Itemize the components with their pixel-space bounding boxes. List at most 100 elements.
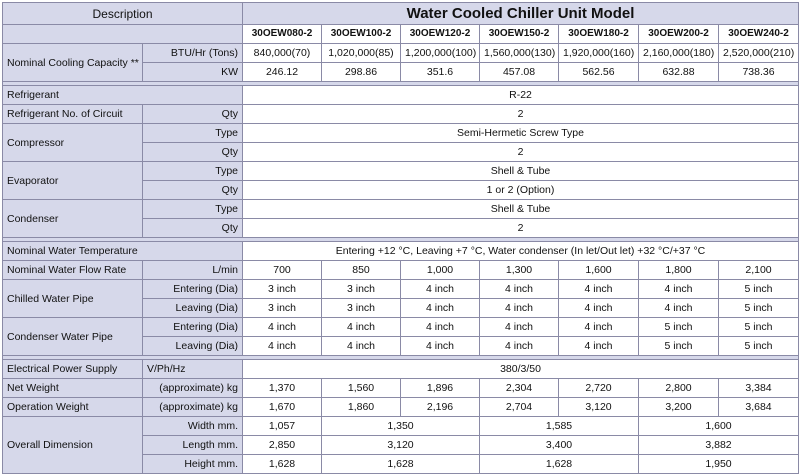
model-row: 30OEW080-2 30OEW100-2 30OEW120-2 30OEW15… — [2, 24, 799, 44]
table-row: Chilled Water Pipe Entering (Dia) 3 inch… — [2, 279, 799, 318]
table-cell: 246.12 — [242, 62, 322, 82]
table-row: Overall Dimension Width mm. 1,057 1,350 … — [2, 416, 799, 474]
table-cell: 1,860 — [321, 397, 401, 417]
row-unit: (approximate) kg — [142, 397, 243, 417]
table-cell: 1,628 — [242, 454, 322, 474]
table-cell: 1,896 — [400, 378, 480, 398]
refrigerant-label: Refrigerant — [2, 85, 243, 105]
table-cell: 1,057 — [242, 416, 322, 436]
table-cell: 5 inch — [638, 317, 719, 337]
table-cell: 3 inch — [242, 298, 322, 318]
dimension-label: Overall Dimension — [2, 416, 143, 474]
table-cell: 840,000(70) — [242, 43, 322, 63]
table-cell: 3 inch — [242, 279, 322, 299]
table-cell: 4 inch — [242, 317, 322, 337]
table-cell: 5 inch — [638, 336, 719, 356]
table-row: Height mm. 1,628 1,628 1,628 1,950 — [3, 454, 799, 474]
table-cell: 4 inch — [400, 336, 480, 356]
table-cell: 1,300 — [479, 260, 559, 280]
table-cell: 1,600 — [558, 260, 639, 280]
table-cell: 3,120 — [558, 397, 639, 417]
table-cell: 1,560,000(130) — [479, 43, 559, 63]
table-cell: 2,800 — [638, 378, 719, 398]
table-cell: 738.36 — [718, 62, 799, 82]
table-cell: 457.08 — [479, 62, 559, 82]
table-cell: 4 inch — [638, 298, 719, 318]
table-cell: 1,350 — [321, 416, 480, 436]
table-cell: 1,628 — [479, 454, 639, 474]
table-row: Qty 1 or 2 (Option) — [3, 180, 799, 200]
table-cell: 1,920,000(160) — [558, 43, 639, 63]
table-cell: 4 inch — [558, 279, 639, 299]
table-cell: 3,684 — [718, 397, 799, 417]
table-cell: 4 inch — [400, 279, 480, 299]
table-cell: 632.88 — [638, 62, 719, 82]
table-cell: 850 — [321, 260, 401, 280]
table-cell: 3,882 — [638, 435, 799, 455]
power-label: Electrical Power Supply — [2, 359, 143, 379]
table-cell: 4 inch — [321, 317, 401, 337]
table-cell: 1,670 — [242, 397, 322, 417]
table-cell: 4 inch — [400, 298, 480, 318]
table-cell: 4 inch — [321, 336, 401, 356]
table-cell: 1,020,000(85) — [321, 43, 401, 63]
row-unit: Qty — [142, 180, 243, 200]
table-cell: Entering +12 °C, Leaving +7 °C, Water co… — [242, 241, 799, 261]
table-cell: 1,600 — [638, 416, 799, 436]
row-unit: V/Ph/Hz — [142, 359, 243, 379]
chilled-pipe-label: Chilled Water Pipe — [2, 279, 143, 318]
water-temp-label: Nominal Water Temperature — [2, 241, 243, 261]
table-row: Qty 2 — [3, 218, 799, 238]
row-unit: Entering (Dia) — [142, 279, 243, 299]
table-cell: 5 inch — [718, 298, 799, 318]
model-name: 30OEW100-2 — [321, 24, 401, 44]
table-cell: Shell & Tube — [242, 161, 799, 181]
compressor-label: Compressor — [2, 123, 143, 162]
table-cell: 1,950 — [638, 454, 799, 474]
table-row: Compressor Type Semi-Hermetic Screw Type — [2, 123, 799, 162]
table-cell: 3 inch — [321, 279, 401, 299]
table-cell: 1,628 — [321, 454, 480, 474]
table-cell: 298.86 — [321, 62, 401, 82]
net-weight-label: Net Weight — [2, 378, 143, 398]
model-name: 30OEW200-2 — [638, 24, 719, 44]
row-unit: (approximate) kg — [142, 378, 243, 398]
table-cell: 2 — [242, 104, 799, 124]
table-cell: 2,520,000(210) — [718, 43, 799, 63]
table-cell: 4 inch — [479, 298, 559, 318]
condenser-label: Condenser — [2, 199, 143, 238]
table-cell: 1,200,000(100) — [400, 43, 480, 63]
table-row: Refrigerant R-22 — [2, 85, 799, 105]
flow-rate-label: Nominal Water Flow Rate — [2, 260, 143, 280]
table-cell: 4 inch — [558, 298, 639, 318]
table-cell: 562.56 — [558, 62, 639, 82]
condenser-pipe-label: Condenser Water Pipe — [2, 317, 143, 356]
row-unit: Entering (Dia) — [142, 317, 243, 337]
row-unit: Length mm. — [142, 435, 243, 455]
table-cell: 4 inch — [242, 336, 322, 356]
table-cell: Shell & Tube — [242, 199, 799, 219]
table-cell: 4 inch — [479, 317, 559, 337]
table-cell: 4 inch — [558, 317, 639, 337]
table-cell: 1,370 — [242, 378, 322, 398]
row-unit: Height mm. — [142, 454, 243, 474]
table-cell: 2,704 — [479, 397, 559, 417]
row-unit: Type — [142, 161, 243, 181]
model-name: 30OEW180-2 — [558, 24, 639, 44]
table-row: Condenser Water Pipe Entering (Dia) 4 in… — [2, 317, 799, 356]
table-cell: 2 — [242, 142, 799, 162]
table-cell: 4 inch — [558, 336, 639, 356]
table-row: Nominal Water Temperature Entering +12 °… — [2, 241, 799, 261]
table-cell: 4 inch — [479, 279, 559, 299]
table-title: Water Cooled Chiller Unit Model — [242, 2, 799, 25]
table-row: Nominal Water Flow Rate L/min 700 850 1,… — [2, 260, 799, 280]
model-name: 30OEW150-2 — [479, 24, 559, 44]
table-cell: 1,800 — [638, 260, 719, 280]
row-unit: Leaving (Dia) — [142, 336, 243, 356]
title-row: Description Water Cooled Chiller Unit Mo… — [2, 2, 799, 25]
table-row: Condenser Type Shell & Tube — [2, 199, 799, 238]
table-cell: 4 inch — [638, 279, 719, 299]
table-cell: 2,160,000(180) — [638, 43, 719, 63]
